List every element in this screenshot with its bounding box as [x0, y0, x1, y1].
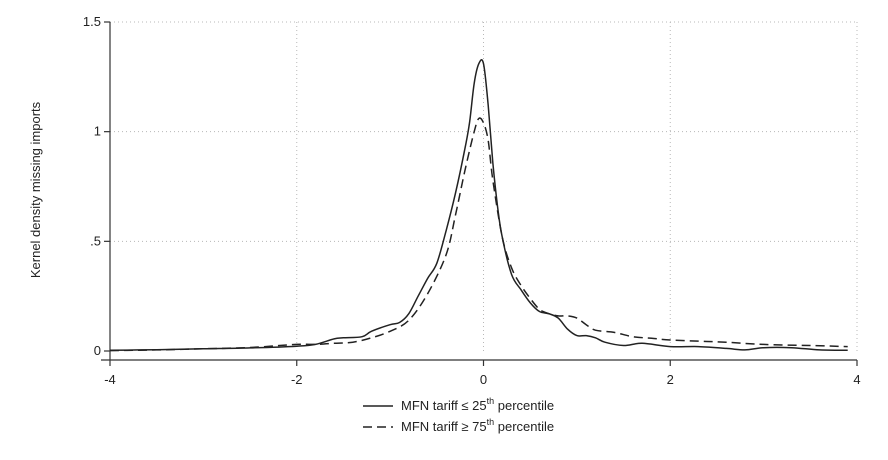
- series-line-1: [109, 59, 848, 352]
- x-tick-label: -2: [291, 372, 303, 387]
- x-tick-label: 0: [480, 372, 487, 387]
- legend-label-1: MFN tariff ≤ 25th percentile: [401, 396, 554, 413]
- y-axis-title: Kernel density missing imports: [28, 101, 43, 278]
- series-layer: [109, 59, 848, 352]
- y-tick-label: .5: [90, 233, 101, 248]
- x-tick-label: 4: [853, 372, 860, 387]
- x-tick-label: 2: [667, 372, 674, 387]
- series-line-2: [109, 117, 848, 352]
- legend: MFN tariff ≤ 25th percentile MFN tariff ≥…: [363, 396, 554, 434]
- axes-layer: 0 .5 1 1.5 -4 -2 0 2 4: [83, 14, 861, 387]
- x-tick-label: -4: [104, 372, 116, 387]
- legend-label-2: MFN tariff ≥ 75th percentile: [401, 417, 554, 434]
- grid-layer: [110, 21, 858, 351]
- y-tick-label: 0: [94, 343, 101, 358]
- y-tick-label: 1.5: [83, 14, 101, 29]
- y-tick-label: 1: [94, 124, 101, 139]
